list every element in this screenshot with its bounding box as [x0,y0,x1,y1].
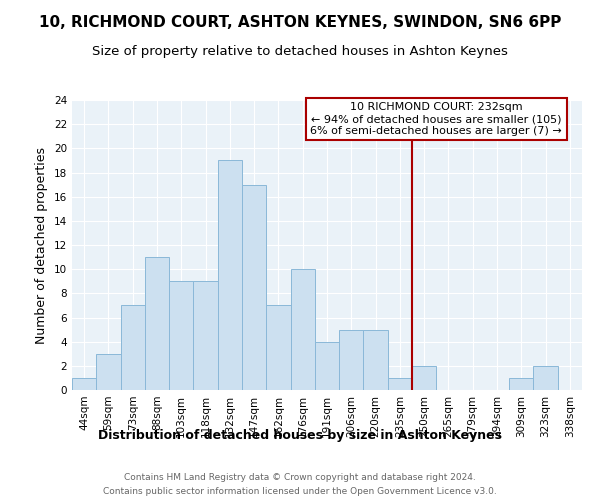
Bar [412,366,436,390]
Bar [242,184,266,390]
Text: 10, RICHMOND COURT, ASHTON KEYNES, SWINDON, SN6 6PP: 10, RICHMOND COURT, ASHTON KEYNES, SWIND… [39,15,561,30]
Bar [121,306,145,390]
Bar [72,378,96,390]
Bar [315,342,339,390]
Text: Size of property relative to detached houses in Ashton Keynes: Size of property relative to detached ho… [92,45,508,58]
Text: Distribution of detached houses by size in Ashton Keynes: Distribution of detached houses by size … [98,428,502,442]
Bar [218,160,242,390]
Text: Contains HM Land Registry data © Crown copyright and database right 2024.: Contains HM Land Registry data © Crown c… [124,473,476,482]
Bar [364,330,388,390]
Bar [193,281,218,390]
Text: Contains public sector information licensed under the Open Government Licence v3: Contains public sector information licen… [103,486,497,496]
Bar [290,269,315,390]
Bar [388,378,412,390]
Text: 10 RICHMOND COURT: 232sqm
← 94% of detached houses are smaller (105)
6% of semi-: 10 RICHMOND COURT: 232sqm ← 94% of detac… [310,102,562,136]
Bar [145,257,169,390]
Bar [533,366,558,390]
Bar [169,281,193,390]
Bar [339,330,364,390]
Bar [509,378,533,390]
Bar [96,354,121,390]
Y-axis label: Number of detached properties: Number of detached properties [35,146,49,344]
Bar [266,306,290,390]
